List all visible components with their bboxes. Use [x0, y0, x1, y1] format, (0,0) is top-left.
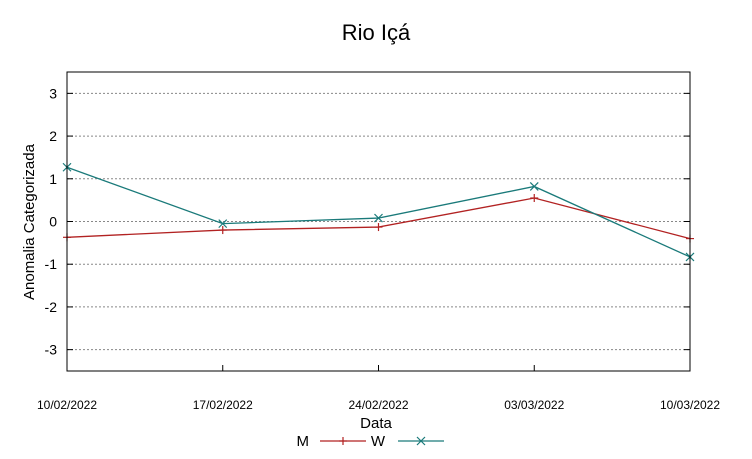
y-tick-label: -3 — [45, 342, 58, 358]
y-axis-label: Anomalia Categorizada — [21, 143, 38, 300]
x-tick-label: 24/02/2022 — [348, 398, 408, 412]
data-point-w — [529, 182, 539, 191]
legend-label-m: M — [297, 433, 310, 450]
data-point-m — [530, 194, 539, 203]
chart-title: Rio Içá — [342, 20, 411, 45]
x-tick-labels: 10/02/2022 17/02/2022 24/02/2022 03/03/2022… — [37, 398, 720, 412]
x-tick-label: 10/02/2022 — [37, 398, 97, 412]
y-tick-labels: 3 2 1 0 -1 -2 -3 — [45, 85, 58, 357]
grid-layer — [66, 92, 691, 371]
x-tick-label: 03/03/2022 — [504, 398, 564, 412]
y-tick-label: 2 — [49, 128, 57, 144]
data-point-m — [218, 226, 227, 235]
series-line-w — [66, 166, 691, 258]
x-tick-label: 10/03/2022 — [660, 398, 720, 412]
data-point-m — [374, 223, 383, 232]
y-tick-label: -2 — [45, 299, 58, 315]
x-tick-label: 17/02/2022 — [193, 398, 253, 412]
y-tick-label: 1 — [49, 171, 57, 187]
y-tick-label: 3 — [49, 85, 57, 101]
y-tick-label: -1 — [45, 256, 58, 272]
data-point-w — [374, 213, 383, 223]
plot-frame — [66, 71, 691, 372]
legend-label-w: W — [371, 433, 386, 450]
legend-marker-m — [339, 437, 347, 445]
y-tick-label: 0 — [49, 214, 57, 230]
series-layer — [62, 162, 695, 262]
x-axis-label: Data — [360, 415, 392, 432]
legend-marker-w — [416, 436, 426, 446]
data-point-w — [218, 219, 228, 229]
